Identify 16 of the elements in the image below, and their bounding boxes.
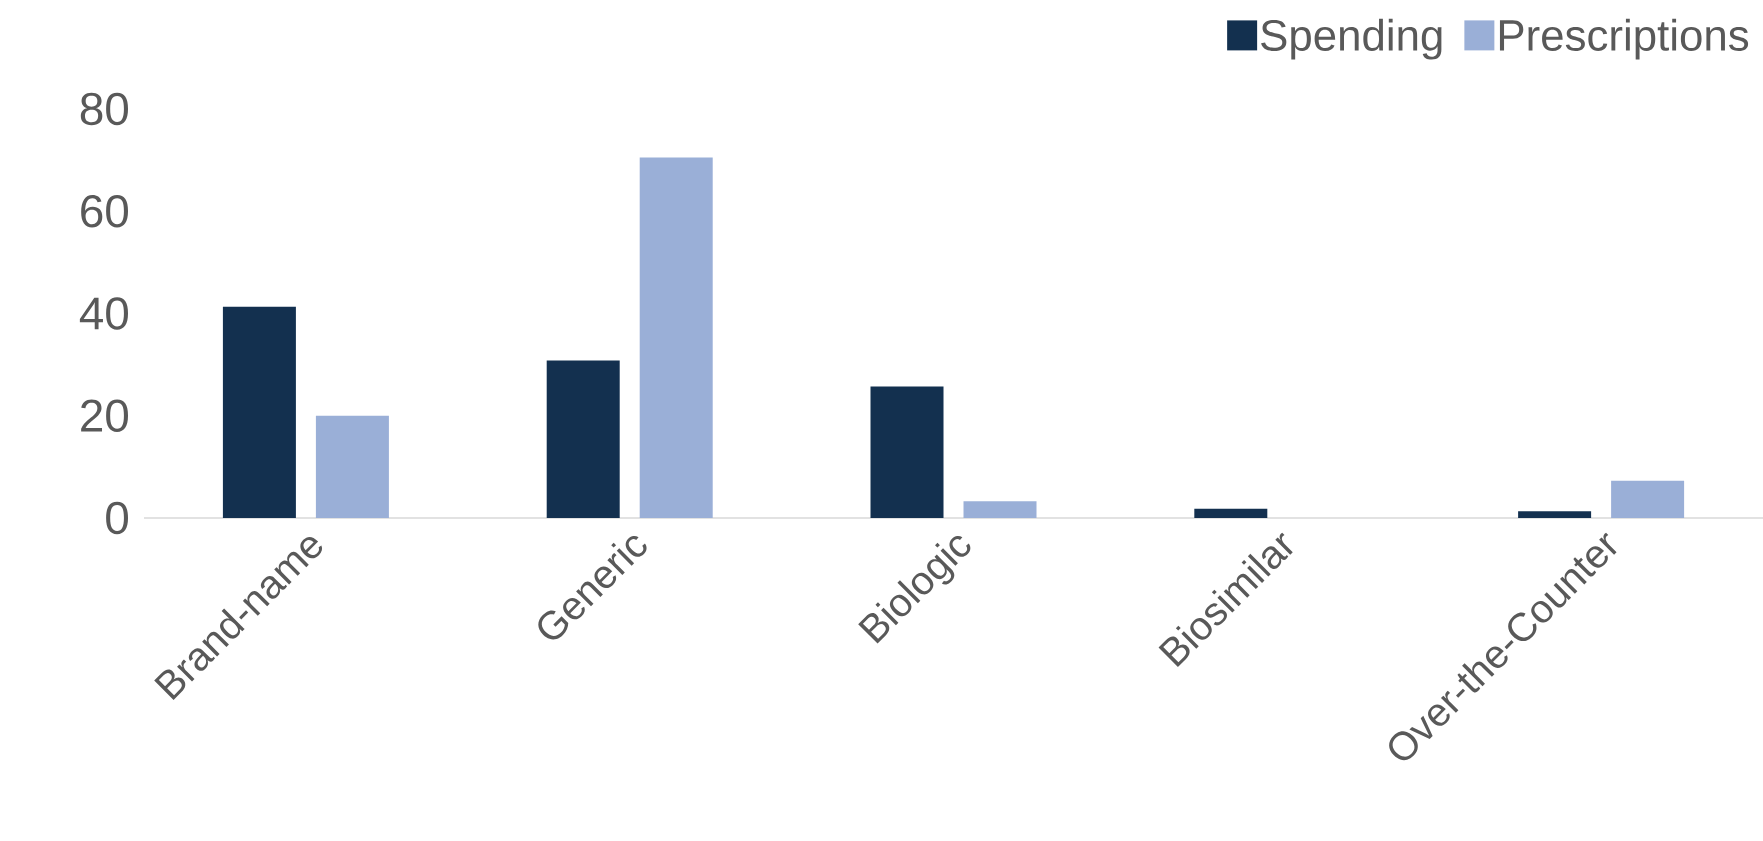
bar [315,415,389,518]
bar [870,386,944,518]
legend-label: Prescriptions [1499,18,1749,60]
bar [963,501,1037,518]
bar [1194,508,1268,518]
y-tick-label: 0 [106,501,129,535]
bar [1611,480,1685,518]
bar [639,157,713,518]
bar [546,360,620,518]
y-tick-label: 40 [79,297,129,330]
y-tick-label: 80 [80,92,129,126]
y-tick-label: 60 [81,195,129,228]
legend-label: Spending [1261,18,1442,60]
bar [1518,511,1592,518]
y-tick-label: 20 [81,399,129,432]
bar [222,306,296,518]
